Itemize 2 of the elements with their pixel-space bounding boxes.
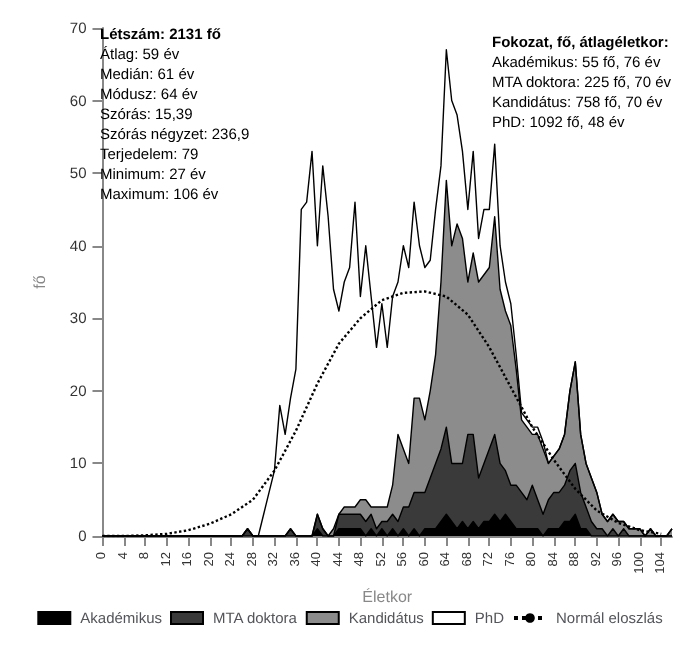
x-axis-title: Életkor	[362, 588, 413, 607]
y-axis-title: fő	[31, 274, 49, 289]
